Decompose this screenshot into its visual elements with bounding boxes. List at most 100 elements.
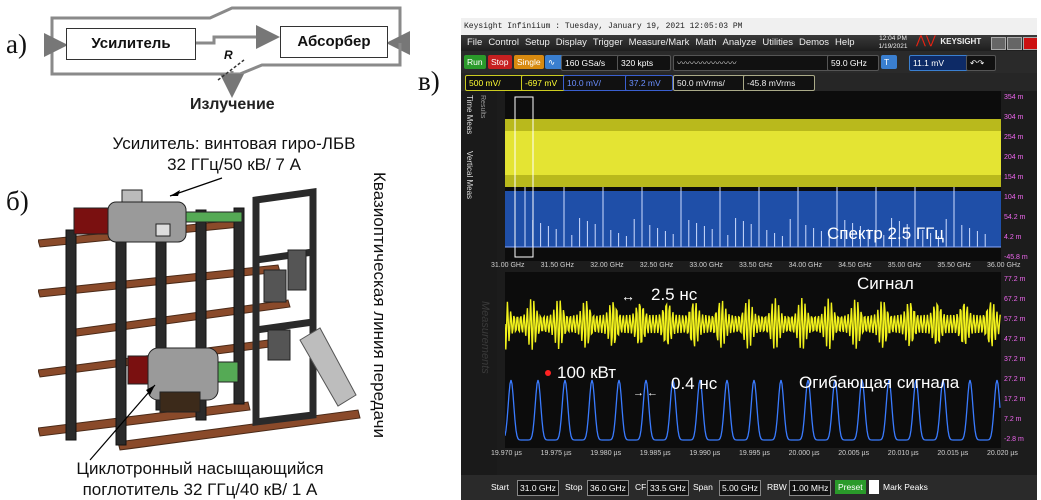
channel-bar: 500 mV/ -697 mV 10.0 mV/ 37.2 mV 50.0 mV… [461,73,1037,91]
spectrum-x-tick-label: 33.50 GHz [739,262,773,269]
cf-label: CF [635,482,647,492]
spectrum-scale-label: 254 m [1004,134,1024,141]
width-arrows-icon: → ← [633,387,659,399]
menu-setup[interactable]: Setup [524,37,550,48]
side-tabs: Time Meas Vertical Meas Results Measurem… [461,91,497,475]
time-x-tick-label: 19.995 µs [739,450,770,457]
tab-vertical-meas[interactable]: Vertical Meas [465,151,474,200]
f1-offset[interactable]: -45.8 mVrms [743,75,815,91]
pointer-lines [89,177,223,461]
panel-label-c: в) [418,66,440,96]
panel-label-b: б) [6,186,29,216]
spectrum-scale-label: 154 m [1004,174,1024,181]
power-marker-icon [545,370,551,376]
loop-diagram [44,6,410,98]
spectrum-scale-label: 54.2 m [1004,214,1026,221]
undo-redo-icon[interactable]: ↶↷ [966,55,996,71]
sample-rate-field[interactable]: 160 GSa/s [561,55,619,71]
span-field[interactable]: 5.00 GHz [719,480,761,496]
rbw-field[interactable]: 1.00 MHz [789,480,832,496]
spectrum-scale-label: -45.8 m [1004,254,1028,261]
freq-field[interactable]: 59.0 GHz [827,55,879,71]
trigger-level-field[interactable]: 11.1 mV [909,55,969,71]
span-label: Span [693,482,713,492]
spectrum-x-tick-label: 35.00 GHz [887,262,922,269]
cf-field[interactable]: 33.5 GHz [647,480,689,496]
time-x-tick-label: 20.005 µs [838,450,870,457]
time-x-tick-label: 19.980 µs [590,450,622,457]
scope-clock: 12:04 PM 1/19/2021 [873,35,913,51]
envelope-annotation: Огибающая сигнала [799,373,960,392]
amplifier-caption-line-2: 32 ГГц/50 кВ/ 7 А [167,155,301,174]
menu-math[interactable]: Math [695,37,717,48]
menu-control[interactable]: Control [488,37,519,48]
menu-trigger[interactable]: Trigger [592,37,623,48]
menu-measure-mark[interactable]: Measure/Mark [628,37,690,48]
menu-analyze[interactable]: Analyze [722,37,757,48]
clock-time: 12:04 PM [879,35,907,42]
time-scale-label: 57.2 m [1004,316,1026,323]
scope-title-bar: Keysight Infiniium : Tuesday, January 19… [461,18,1037,35]
points-field[interactable]: 320 kpts [617,55,671,71]
spectrum-annotation: Спектр 2.5 ГГц [827,224,945,243]
clock-date: 1/19/2021 [878,43,908,50]
spectrum-display: Спектр 2.5 ГГц [505,91,1001,261]
spectrum-svg [505,96,1001,258]
ch3-scale[interactable]: 10.0 mV/ [563,75,629,91]
mirror-label: R [224,48,233,62]
menu-file[interactable]: File [467,37,483,48]
stop-field[interactable]: 36.0 GHz [587,480,629,496]
close-button[interactable] [1023,37,1037,50]
preset-button[interactable]: Preset [835,480,866,494]
time-x-tick-label: 19.985 µs [639,450,671,457]
brand-mark-icon: ⋀⋁ [916,33,936,47]
menu-help[interactable]: Help [835,37,855,48]
timebase-slider[interactable]: 〰〰〰〰〰〰〰 [673,55,831,71]
period-annotation: 2.5 нс [651,285,698,304]
quasioptic-pipe [299,327,357,407]
forward-path [196,25,280,49]
output-label: Излучение [190,96,275,113]
time-x-tick-label: 19.970 µs [491,450,522,457]
menu-display[interactable]: Display [555,37,587,48]
menu-demos[interactable]: Demos [798,37,830,48]
spectrum-x-tick-label: 35.50 GHz [937,262,971,269]
time-x-tick-label: 20.010 µs [887,450,919,457]
time-scale-label: 17.2 m [1004,396,1026,403]
tab-results[interactable]: Results [479,95,486,119]
time-scale-label: 47.2 m [1004,336,1026,343]
measurements-watermark: Measurements [479,301,491,374]
time-scale-label: 77.2 m [1004,276,1026,283]
spectrum-x-tick-label: 31.50 GHz [540,262,575,269]
absorber-caption-line-1: Циклотронный насыщающийся [76,459,324,478]
start-field[interactable]: 31.0 GHz [517,480,559,496]
mirror-r [217,59,245,81]
ch1-scale[interactable]: 500 mV/ [465,75,525,91]
stop-button[interactable]: Stop [488,55,512,69]
ch3-offset[interactable]: 37.2 mV [625,75,673,91]
f1-scale[interactable]: 50.0 mVrms/ [673,75,747,91]
mark-peaks-checkbox[interactable] [869,480,879,494]
absorber-caption-line-2: поглотитель 32 ГГц/40 кВ/ 1 А [82,480,318,499]
run-button[interactable]: Run [464,55,486,69]
spectrum-x-tick-label: 36.00 GHz [987,262,1021,269]
menu-utilities[interactable]: Utilities [762,37,793,48]
minimize-button[interactable] [991,37,1006,50]
spectrum-x-tick-label: 34.50 GHz [838,262,872,269]
mark-peaks-label: Mark Peaks [883,482,928,492]
tab-time-meas[interactable]: Time Meas [465,95,474,135]
spectrum-x-tick-label: 33.00 GHz [689,262,723,269]
time-scale-label: 27.2 m [1004,376,1026,383]
panel-label-a: а) [6,29,27,59]
single-button[interactable]: Single [514,55,544,69]
time-x-tick-label: 20.020 µs [987,450,1018,457]
rbw-label: RBW [767,482,787,492]
trigger-icon[interactable]: T [881,55,897,69]
stop-label: Stop [565,482,583,492]
spectrum-scale-label: 354 m [1004,94,1024,101]
absorber-box: Абсорбер [280,26,388,58]
ch1-offset[interactable]: -697 mV [521,75,567,91]
autoscale-icon[interactable]: ∿ [545,55,563,69]
restore-button[interactable] [1007,37,1022,50]
scope-menu-bar: File Control Setup Display Trigger Measure/Ma… [461,33,1037,51]
